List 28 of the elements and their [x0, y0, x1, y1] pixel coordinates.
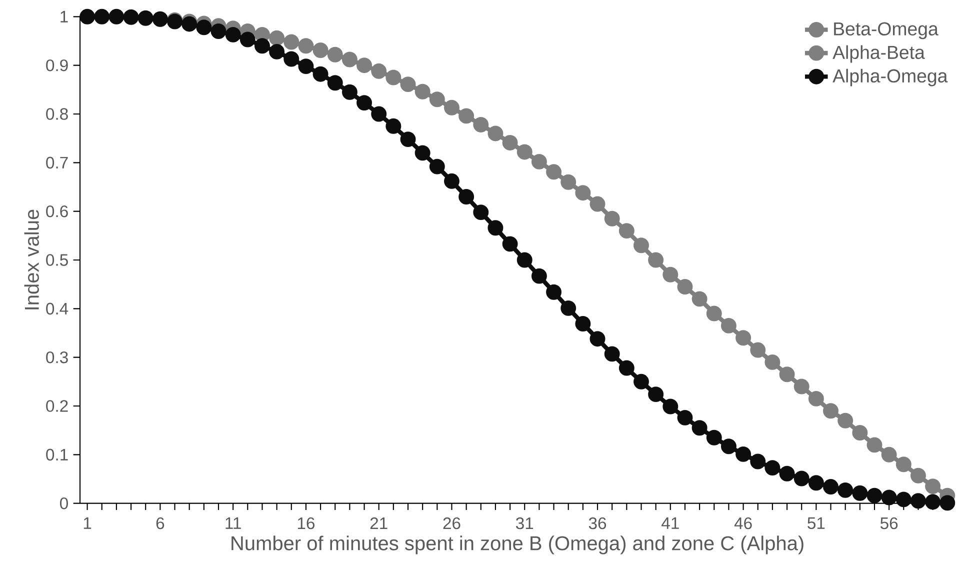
x-tick-label: 6 — [156, 517, 164, 530]
x-tick-label: 16 — [298, 517, 314, 530]
legend-label: Alpha-Omega — [832, 68, 948, 86]
x-tick-label: 36 — [588, 517, 606, 530]
x-tick-label: 51 — [808, 517, 825, 530]
y-tick-label: 0 — [60, 497, 68, 510]
x-axis-title: Number of minutes spent in zone B (Omega) and zone C (Alpha) — [232, 536, 804, 554]
y-tick-label: 0.3 — [46, 351, 68, 364]
y-tick-label: 0.2 — [46, 400, 68, 412]
x-tick-label: 31 — [516, 517, 534, 530]
x-tick-label: 26 — [443, 517, 460, 530]
y-tick-label: 0.7 — [46, 156, 68, 169]
y-tick-label: 0.9 — [46, 59, 68, 72]
y-tick-label: 0.5 — [46, 254, 68, 266]
x-tick-label: 41 — [662, 517, 679, 529]
x-tick-label: 56 — [880, 517, 898, 530]
y-tick-label: 1 — [60, 10, 68, 22]
y-tick-label: 0.1 — [46, 448, 68, 461]
x-tick-label: 11 — [226, 517, 241, 529]
y-tick-label: 0.8 — [46, 108, 68, 120]
legend-label: Beta-Omega — [834, 22, 938, 40]
x-tick-label: 21 — [370, 517, 388, 530]
y-tick-label: 0.6 — [46, 205, 68, 218]
x-tick-label: 1 — [84, 517, 92, 529]
legend-label: Alpha-Beta — [832, 45, 925, 63]
x-tick-label: 46 — [734, 517, 752, 530]
y-tick-label: 0.4 — [46, 302, 68, 315]
y-axis-title: Index value — [24, 210, 39, 310]
